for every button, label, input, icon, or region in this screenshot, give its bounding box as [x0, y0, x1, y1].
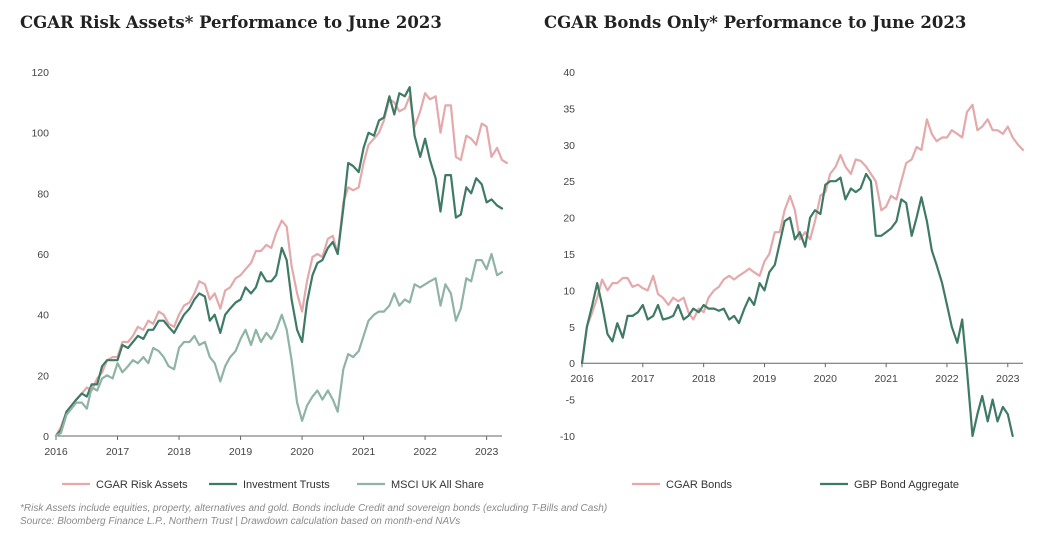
y-tick-label: 20 [563, 213, 575, 225]
x-tick-label: 2020 [290, 446, 314, 458]
footnote-risk-assets-definition: *Risk Assets include equities, property,… [20, 503, 608, 514]
series-line-investment-trusts [54, 86, 504, 438]
risk-assets-line-chart: 0 20 40 60 80 100 120 2016 2017 2018 2019 2020 2021 2… [31, 67, 508, 491]
x-tick-label: 2019 [753, 373, 777, 385]
series-line-cgar-bonds [580, 103, 1025, 365]
legend-label: Investment Trusts [243, 479, 330, 491]
y-tick-label: -5 [566, 395, 575, 407]
footnote-source: Source: Bloomberg Finance L.P., Northern… [20, 516, 461, 527]
x-tick-label: 2022 [413, 446, 437, 458]
x-tick-label: 2018 [692, 373, 716, 385]
y-tick-label: 0 [43, 431, 49, 443]
x-tick-label: 2023 [996, 373, 1020, 385]
y-tick-label: 40 [563, 67, 575, 79]
x-tick-label: 2016 [44, 446, 68, 458]
x-tick-label: 2021 [874, 373, 898, 385]
y-tick-label: 10 [563, 285, 575, 297]
x-tick-label: 2017 [106, 446, 130, 458]
series-line-cgar-risk-assets [54, 92, 508, 438]
y-tick-label: 100 [31, 128, 49, 140]
legend-label: CGAR Risk Assets [96, 479, 188, 491]
y-tick-label: 35 [563, 103, 575, 115]
y-tick-label: 80 [37, 188, 49, 200]
y-tick-label: 20 [37, 370, 49, 382]
x-tick-label: 2018 [167, 446, 191, 458]
x-tick-label: 2023 [475, 446, 499, 458]
y-tick-label: 30 [563, 140, 575, 152]
y-tick-label: 25 [563, 176, 575, 188]
right-chart-title: CGAR Bonds Only* Performance to June 202… [544, 13, 967, 32]
y-tick-label: 40 [37, 310, 49, 322]
x-tick-label: 2021 [352, 446, 376, 458]
legend-label: MSCI UK All Share [391, 479, 484, 491]
left-chart-title: CGAR Risk Assets* Performance to June 20… [20, 13, 442, 32]
legend-label: GBP Bond Aggregate [854, 479, 959, 491]
x-tick-label: 2019 [229, 446, 253, 458]
x-tick-label: 2017 [631, 373, 655, 385]
legend-label: CGAR Bonds [666, 479, 733, 491]
y-tick-label: -10 [560, 431, 575, 443]
y-tick-label: 0 [569, 358, 575, 370]
y-tick-label: 120 [31, 67, 49, 79]
x-tick-label: 2022 [935, 373, 959, 385]
series-line-msci-uk-all-share [54, 252, 504, 438]
x-tick-label: 2016 [570, 373, 594, 385]
y-tick-label: 60 [37, 249, 49, 261]
series-line-gbp-bond-aggregate [580, 172, 1014, 438]
y-tick-label: 15 [563, 249, 575, 261]
y-tick-label: 5 [569, 322, 575, 334]
x-tick-label: 2020 [814, 373, 838, 385]
